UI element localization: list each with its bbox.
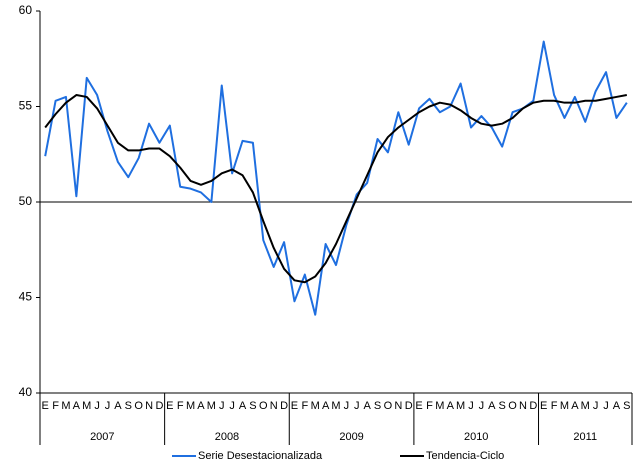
y-tick-label: 50: [19, 194, 33, 208]
x-tick-label: S: [374, 400, 381, 412]
x-tick-label: D: [155, 400, 163, 412]
x-tick-label: M: [61, 400, 70, 412]
x-tick-label: F: [551, 400, 558, 412]
x-tick-label: M: [207, 400, 216, 412]
year-label: 2008: [215, 431, 239, 443]
x-tick-label: E: [540, 400, 547, 412]
x-tick-label: O: [508, 400, 517, 412]
x-tick-label: A: [571, 400, 579, 412]
y-tick-label: 55: [19, 99, 33, 113]
x-tick-label: N: [519, 400, 527, 412]
x-tick-label: E: [415, 400, 422, 412]
legend-label: Tendencia-Ciclo: [426, 450, 504, 462]
x-tick-label: M: [186, 400, 195, 412]
year-label: 2010: [464, 431, 488, 443]
x-tick-label: M: [311, 400, 320, 412]
x-tick-label: M: [581, 400, 590, 412]
x-tick-label: S: [249, 400, 256, 412]
x-tick-label: J: [603, 400, 609, 412]
x-tick-label: M: [82, 400, 91, 412]
x-tick-label: J: [354, 400, 360, 412]
x-tick-label: J: [593, 400, 599, 412]
x-tick-label: J: [479, 400, 485, 412]
x-tick-label: A: [197, 400, 205, 412]
x-tick-label: S: [125, 400, 132, 412]
x-tick-label: O: [134, 400, 143, 412]
x-tick-label: M: [435, 400, 444, 412]
x-tick-label: J: [229, 400, 235, 412]
x-tick-label: F: [426, 400, 433, 412]
series-line: [44, 94, 627, 284]
legend-label: Serie Desestacionalizada: [198, 450, 323, 462]
year-label: 2007: [90, 431, 114, 443]
x-tick-label: O: [259, 400, 268, 412]
year-label: 2009: [339, 431, 363, 443]
x-tick-label: E: [166, 400, 173, 412]
x-tick-label: A: [488, 400, 496, 412]
x-tick-label: E: [291, 400, 298, 412]
series-line: [44, 40, 628, 316]
x-tick-label: F: [301, 400, 308, 412]
x-tick-label: F: [52, 400, 59, 412]
x-tick-label: M: [560, 400, 569, 412]
x-tick-label: A: [114, 400, 122, 412]
x-tick-label: A: [322, 400, 330, 412]
x-tick-label: A: [363, 400, 371, 412]
year-label: 2011: [573, 431, 597, 443]
x-tick-label: D: [529, 400, 537, 412]
x-tick-label: F: [177, 400, 184, 412]
x-tick-label: D: [405, 400, 413, 412]
x-tick-label: J: [105, 400, 111, 412]
x-tick-label: D: [280, 400, 288, 412]
x-tick-label: E: [42, 400, 49, 412]
x-tick-label: J: [94, 400, 100, 412]
x-tick-label: J: [468, 400, 474, 412]
x-tick-label: S: [499, 400, 506, 412]
x-tick-label: N: [270, 400, 278, 412]
x-tick-label: N: [394, 400, 402, 412]
y-tick-label: 45: [19, 290, 33, 304]
y-tick-label: 40: [19, 385, 33, 399]
x-tick-label: J: [219, 400, 225, 412]
x-tick-label: A: [239, 400, 247, 412]
x-tick-label: A: [613, 400, 621, 412]
y-tick-label: 60: [19, 3, 33, 17]
x-tick-label: A: [73, 400, 81, 412]
x-tick-label: J: [344, 400, 350, 412]
x-tick-label: S: [623, 400, 630, 412]
x-tick-label: A: [447, 400, 455, 412]
x-tick-label: N: [145, 400, 153, 412]
x-tick-label: M: [331, 400, 340, 412]
x-tick-label: M: [456, 400, 465, 412]
x-tick-label: O: [384, 400, 393, 412]
